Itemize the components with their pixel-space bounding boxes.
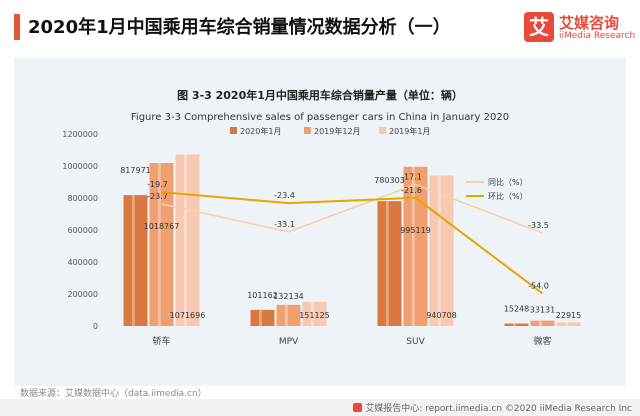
line-value-label: -33.1 [274, 220, 295, 229]
bar-highlight [183, 154, 187, 326]
y-tick-label: 800000 [67, 194, 98, 203]
line-value-label: -17.1 [401, 173, 422, 182]
bar-value-label: 940708 [426, 311, 457, 320]
bar-highlight [512, 323, 516, 326]
x-category-label: MPV [279, 337, 299, 347]
legend-label-1: 2020年1月 [240, 126, 281, 136]
bar-value-label: 22915 [556, 311, 581, 320]
line-value-label: -54.0 [528, 282, 549, 291]
chart-subtitle: Figure 3-3 Comprehensive sales of passen… [131, 112, 509, 123]
legend-label-3: 2019年1月 [389, 126, 430, 136]
chart-title: 图 3-3 2020年1月中国乘用车综合销量产量（单位：辆） [177, 88, 463, 102]
footer-text: 艾媒报告中心: report.iimedia.cn ©2020 iiMedia … [353, 401, 632, 414]
x-category-label: SUV [406, 337, 425, 347]
logo-icon: 艾 [524, 12, 554, 42]
bar-highlight [131, 195, 135, 326]
bar-value-label: 132134 [273, 292, 304, 301]
data-source-note: 数据来源：艾媒数据中心（data.iimedia.cn） [20, 389, 207, 399]
sales-chart: 图 3-3 2020年1月中国乘用车综合销量产量（单位：辆） Figure 3-3… [62, 88, 581, 347]
line-legend-label-2: 环比（%） [488, 191, 528, 201]
x-category-label: 微客 [533, 335, 551, 347]
bar-2-2 [276, 304, 301, 326]
y-tick-label: 400000 [67, 258, 98, 267]
logo-name: 艾媒咨询 [559, 14, 620, 32]
bar-value-label: 1018767 [144, 222, 180, 231]
footer-bar: 艾媒报告中心: report.iimedia.cn ©2020 iiMedia … [0, 399, 640, 416]
bar-3-1 [175, 154, 200, 326]
bar-highlight [385, 201, 389, 326]
y-tick-label: 1000000 [62, 162, 98, 171]
y-tick-label: 0 [93, 322, 98, 331]
legend-label-2: 2019年12月 [314, 126, 361, 136]
iimedia-logo: 艾 艾媒咨询 iiMedia Research [524, 10, 636, 46]
bar-highlight [258, 309, 262, 326]
bar-value-label: 1071696 [170, 311, 206, 320]
line-value-label: -33.5 [528, 221, 549, 230]
bar-highlight [411, 166, 415, 326]
bar-highlight [437, 175, 441, 326]
bar-value-label: 151125 [299, 311, 330, 320]
bar-highlight [564, 322, 568, 326]
bar-highlight [538, 320, 542, 326]
bar-1-2 [250, 309, 275, 326]
line-value-label: -21.6 [401, 186, 422, 195]
logo-subtitle: iiMedia Research [559, 31, 636, 41]
y-tick-label: 1200000 [62, 130, 98, 139]
chart-frame: 图 3-3 2020年1月中国乘用车综合销量产量（单位：辆） Figure 3-3… [14, 58, 626, 386]
bar-2-3 [403, 166, 428, 326]
line-legend-label-1: 同比（%） [488, 177, 528, 187]
y-tick-label: 200000 [67, 290, 98, 299]
line-value-label: -23.4 [274, 191, 295, 200]
bar-2-4 [530, 320, 555, 326]
bar-3-3 [429, 175, 454, 326]
bar-3-4 [556, 322, 581, 326]
footer-label: 艾媒报告中心: report.iimedia.cn ©2020 iiMedia … [365, 404, 632, 414]
bar-value-label: 101162 [247, 291, 278, 300]
bar-highlight [310, 301, 314, 326]
legend-swatch-2 [304, 127, 311, 134]
line-series-1 [161, 183, 543, 234]
page-title: 2020年1月中国乘用车综合销量情况数据分析（一） [28, 17, 451, 38]
title-accent-bar [14, 14, 20, 40]
bar-2-1 [149, 162, 174, 326]
x-category-label: 轿车 [152, 335, 170, 347]
bar-highlight [157, 162, 161, 326]
bar-value-label: 33131 [530, 306, 555, 315]
bar-value-label: 995119 [400, 226, 431, 235]
legend-swatch-3 [379, 127, 386, 134]
bar-highlight [284, 304, 288, 326]
bar-value-label: 15248 [504, 305, 529, 314]
bar-value-label: 780303 [374, 176, 405, 185]
bar-value-label: 817971 [120, 166, 151, 175]
bar-3-2 [302, 301, 327, 326]
bar-1-3 [377, 201, 402, 326]
report-icon [353, 403, 363, 412]
bar-1-1 [123, 195, 148, 326]
bar-1-4 [504, 323, 529, 326]
line-value-label: -19.7 [147, 180, 168, 189]
line-series-2 [161, 191, 544, 295]
line-value-label: -23.7 [147, 192, 168, 201]
y-tick-label: 600000 [67, 226, 98, 235]
legend-swatch-1 [230, 127, 237, 134]
